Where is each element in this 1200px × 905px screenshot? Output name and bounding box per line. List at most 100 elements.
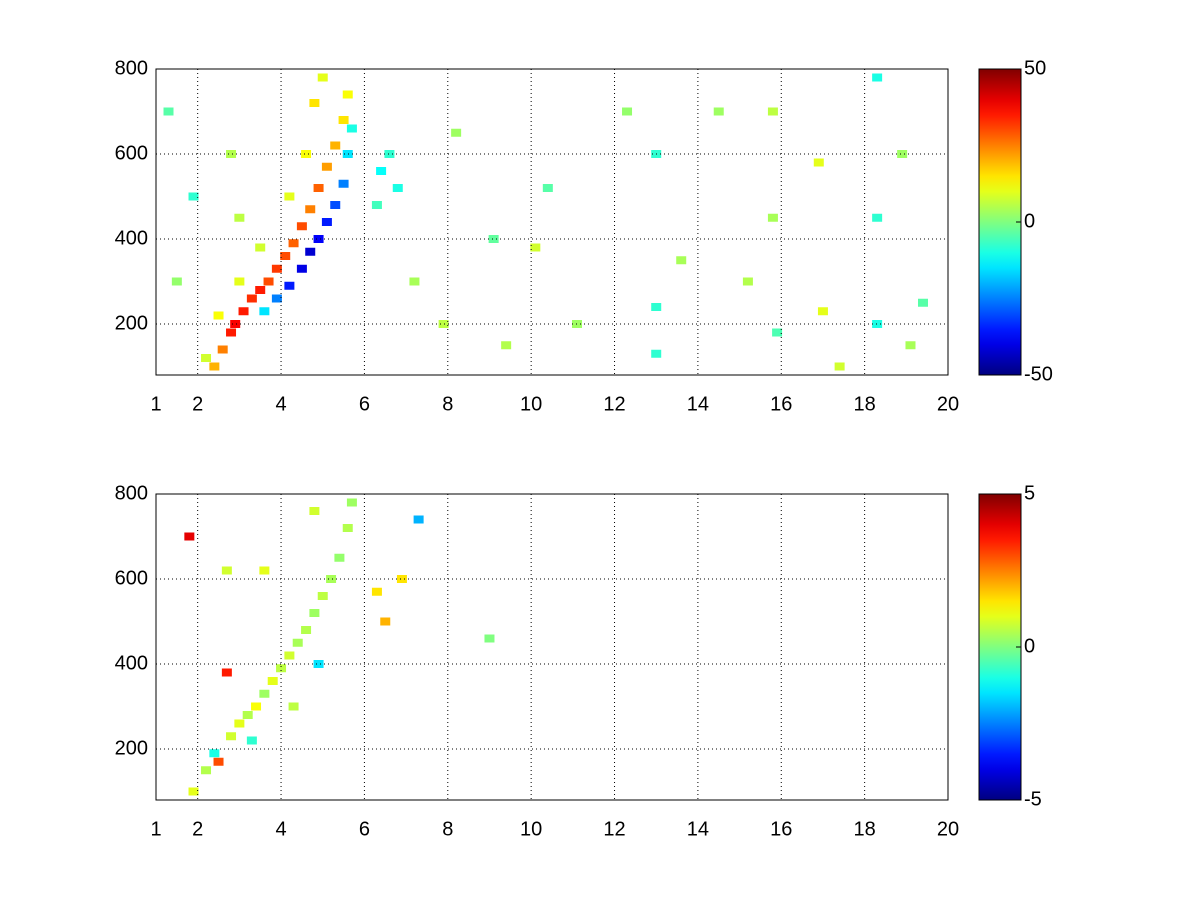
heat-cell [484,634,495,643]
y-tick-label: 600 [115,142,148,164]
heat-cell [221,668,232,677]
heat-cell [259,566,270,575]
heat-cell [326,575,337,583]
heat-cell [288,702,299,711]
heat-cell [371,587,382,596]
heat-cell [171,277,182,286]
heat-cell [230,320,241,328]
heat-cell [321,162,332,171]
x-tick-label: 6 [359,818,370,840]
heat-cell [676,256,687,265]
heat-cell [263,277,274,286]
heat-cell [317,592,328,600]
heat-cell [213,311,224,320]
heat-cell [396,575,407,583]
heat-cell [380,617,391,626]
heat-cell [188,192,199,201]
heat-cell [834,362,845,371]
heat-cell [651,349,662,358]
heat-cell [296,222,307,231]
heat-cell [213,757,224,766]
heat-cell [246,294,257,303]
colorbar [978,493,1022,801]
y-tick-label: 400 [115,227,148,249]
heat-cell [330,201,341,209]
heat-cell [572,320,583,328]
heat-cell [234,277,245,286]
x-tick-label: 4 [275,393,286,415]
heat-cell [188,787,199,796]
heat-cell [334,553,345,562]
heat-cell [255,243,266,252]
heat-cell [346,124,357,133]
colorbar-tick-label: -50 [1024,363,1053,385]
x-tick-label: 6 [359,393,370,415]
heat-cell [317,73,328,82]
heat-cell [305,205,316,214]
x-tick-label: 1 [150,393,161,415]
heat-cell [451,128,462,137]
x-tick-label: 10 [520,393,542,415]
heat-cell [209,362,220,371]
heat-cell [376,167,387,175]
heat-cell [271,264,282,273]
heat-cell [530,243,541,252]
heat-cell [246,736,257,745]
heat-cell [897,150,908,158]
heat-cell [301,150,312,158]
y-tick-label: 600 [115,567,148,589]
heat-cell [284,281,295,290]
heat-cell [872,320,883,328]
heat-cell [813,158,824,167]
x-tick-label: 18 [854,393,876,415]
heat-cell [271,294,282,303]
heat-cell [392,184,403,192]
x-tick-label: 14 [687,393,709,415]
x-tick-label: 4 [275,818,286,840]
heat-cell [309,609,320,617]
heat-cell [905,341,916,350]
x-tick-label: 12 [603,818,625,840]
heat-cell [284,192,295,201]
heat-cell [713,107,724,116]
colorbar-tick-label: 0 [1024,210,1035,232]
plot-area [156,494,948,800]
heat-cell [280,252,291,260]
heat-cell [184,532,195,541]
heat-cell [917,298,928,307]
x-tick-label: 20 [937,818,959,840]
x-tick-label: 12 [603,393,625,415]
heat-cell [342,90,353,99]
heat-cell [221,566,232,575]
heat-cell [276,664,287,673]
heat-cell [321,218,332,226]
y-tick-label: 400 [115,652,148,674]
x-tick-label: 8 [442,393,453,415]
heat-cell [292,638,303,647]
heat-cell [772,328,783,337]
heat-cell [371,201,382,209]
axes-frame [155,68,949,376]
heat-cell [301,626,312,634]
heat-cell [313,184,324,192]
heat-cell [209,749,220,758]
colorbar [978,68,1022,376]
plot-area [156,69,948,375]
x-tick-label: 2 [192,393,203,415]
heat-cell [288,239,299,248]
heat-cell [296,264,307,273]
heat-cell [346,498,357,507]
y-tick-label: 200 [115,737,148,759]
x-tick-label: 16 [770,818,792,840]
heat-cell [255,286,266,294]
heat-cell [338,179,349,188]
heat-cell [767,213,778,222]
heat-cell [438,320,449,328]
heat-cell [305,247,316,256]
heat-cell [342,524,353,532]
heat-cell [163,107,174,116]
x-tick-label: 8 [442,818,453,840]
heat-cell [234,719,245,728]
x-tick-label: 2 [192,818,203,840]
